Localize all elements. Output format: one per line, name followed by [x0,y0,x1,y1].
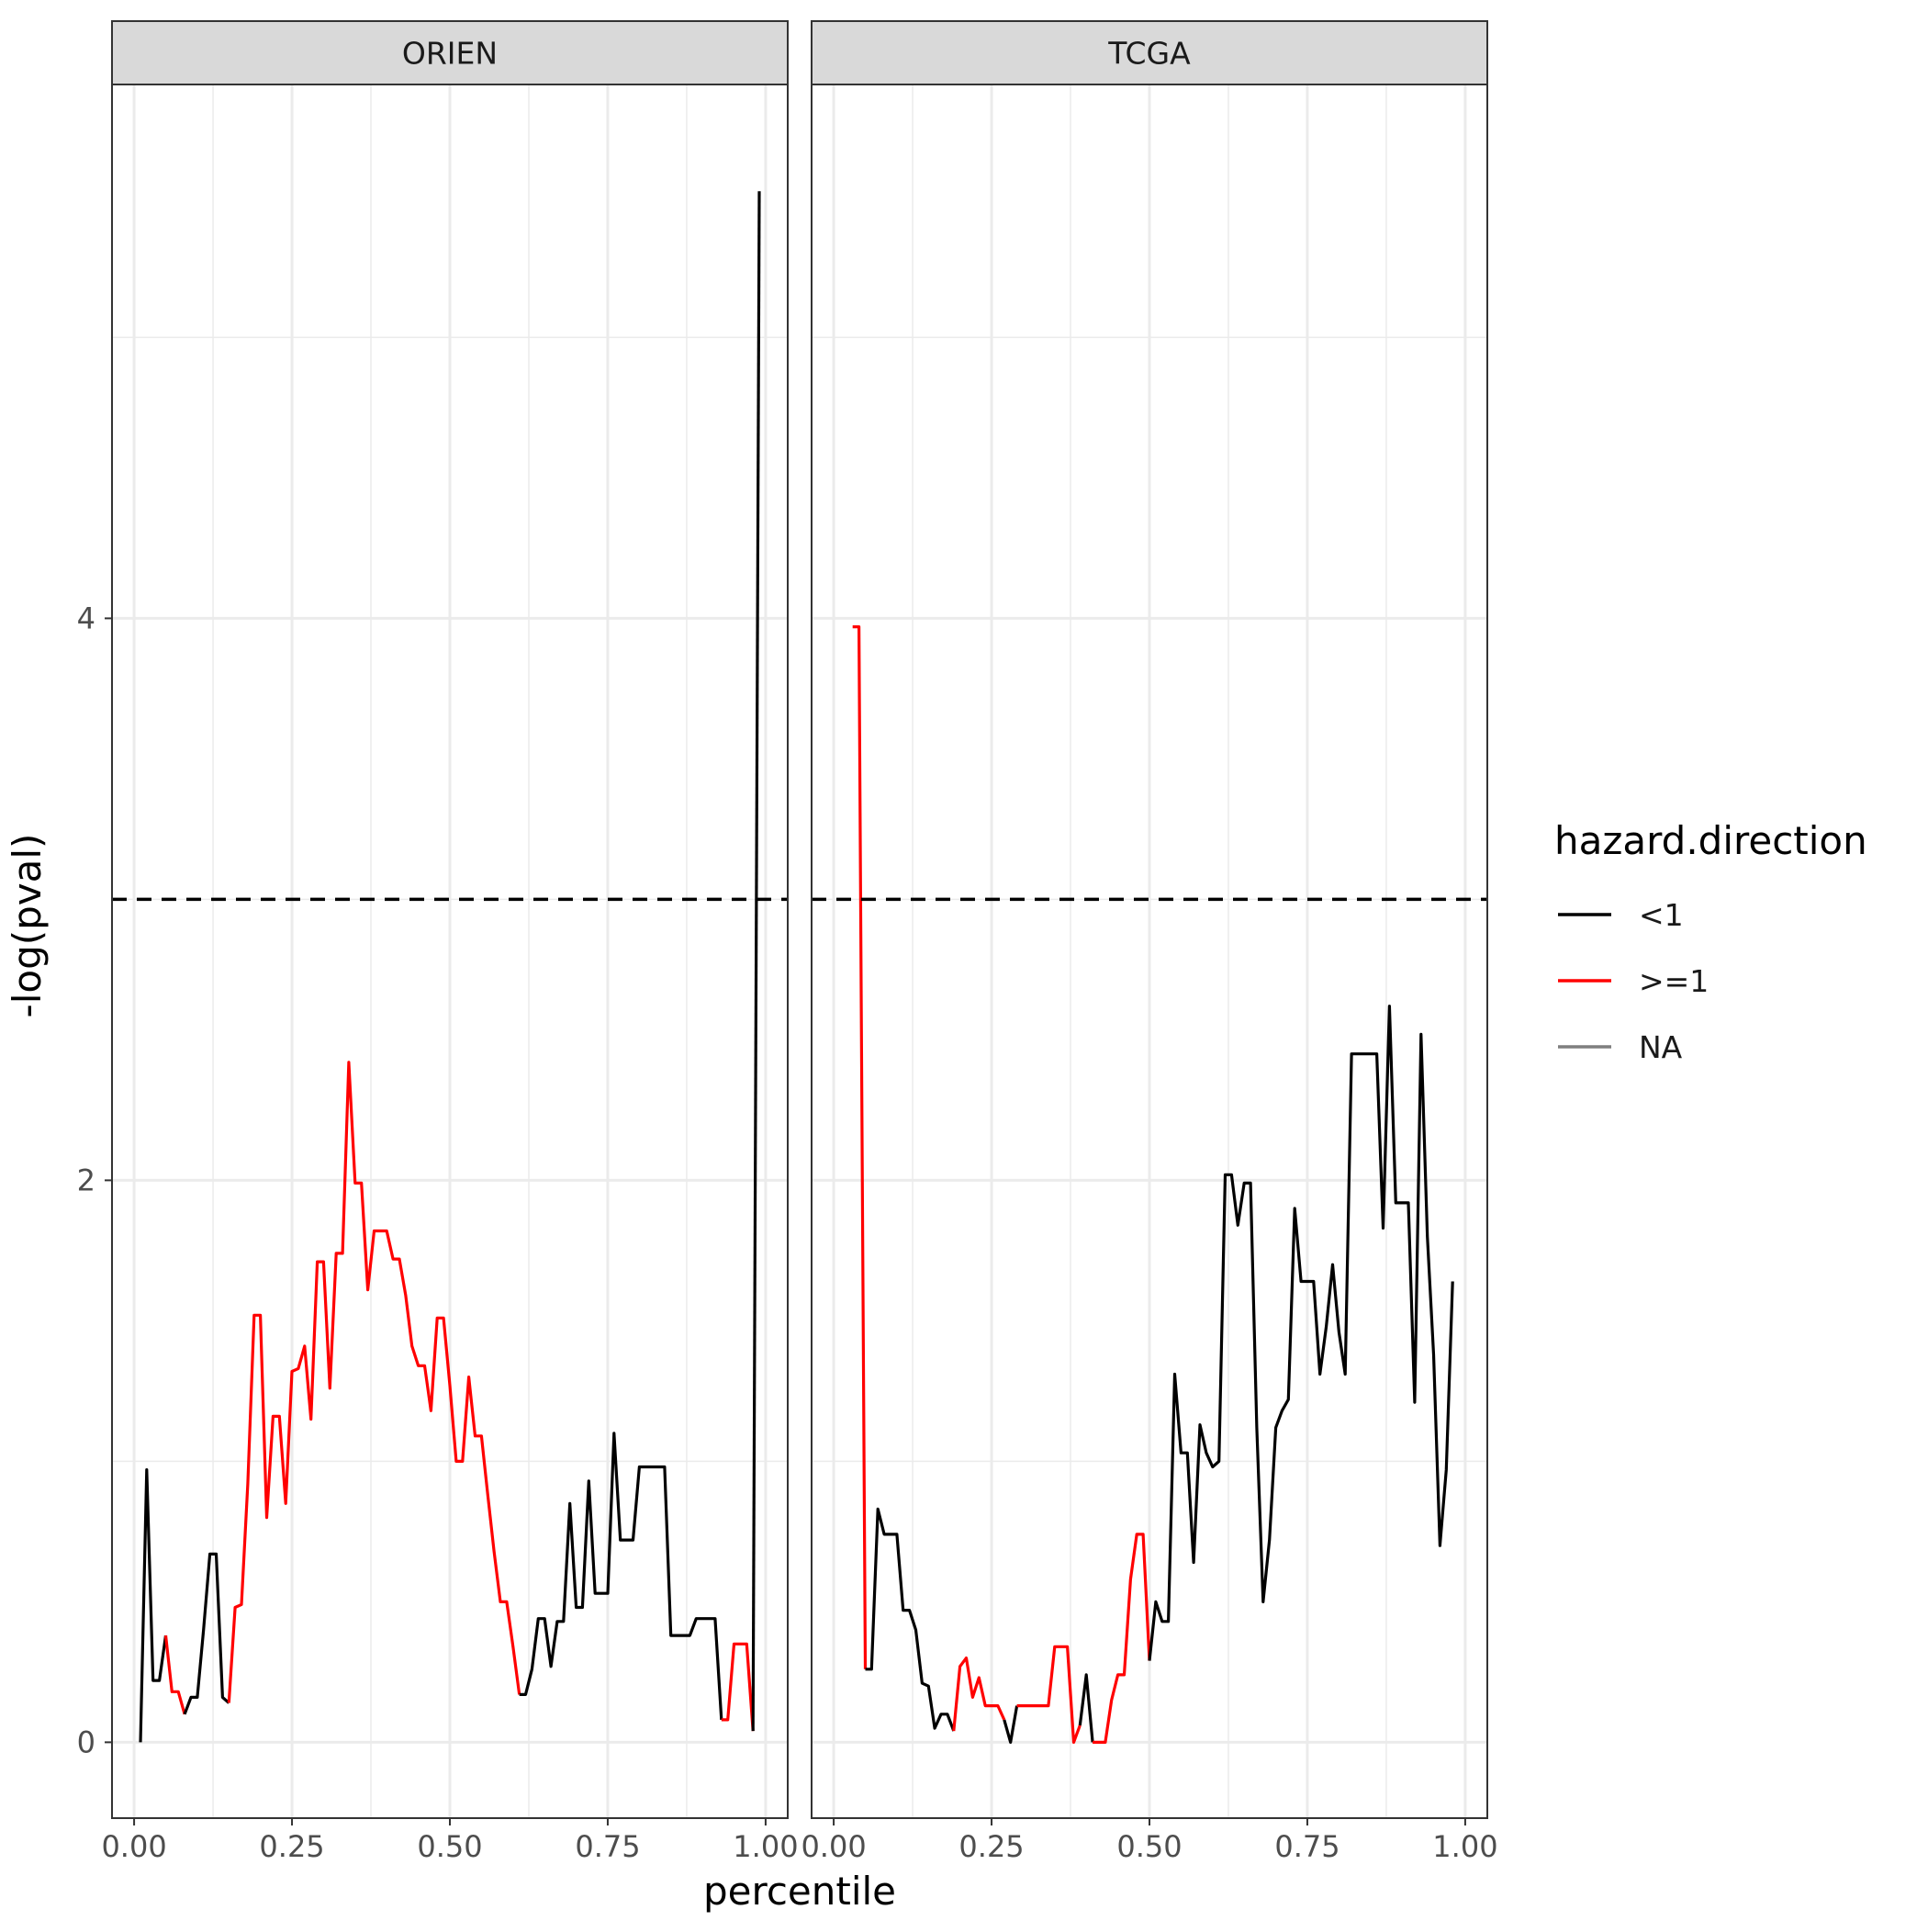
facet-panels: ORIEN 0.00 0.25 0.50 0.75 1.00 0 2 4 TCGA 0.00 0.25… [77,20,1498,1864]
x-tick-label: 0.50 [417,1829,482,1864]
y-tick-label: 4 [77,601,95,635]
x-tick-label: 0.75 [1274,1829,1340,1864]
facet-strip [811,20,1488,85]
panel-tcga: TCGA 0.00 0.25 0.50 0.75 1.00 [801,20,1498,1864]
x-axis-title: percentile [703,1869,896,1914]
legend: hazard.direction <1 >=1 NA [1554,818,1867,1065]
x-tick-label: 0.00 [801,1829,866,1864]
facet-strip [111,20,789,85]
x-tick-label: 0.25 [958,1829,1024,1864]
y-tick-label: 0 [77,1724,95,1759]
legend-entry-label: NA [1639,1029,1683,1065]
series-line-lt1 [183,1552,230,1715]
series-line-lt1 [1148,1005,1454,1661]
series-line-lt1 [865,1507,956,1732]
series-line-ge1 [852,624,868,1669]
x-tick-label: 0.00 [101,1829,166,1864]
facet-strip-label: ORIEN [402,36,498,72]
series-line-lt1 [1003,1705,1019,1745]
x-tick-label: 0.25 [259,1829,324,1864]
series-line-ge1 [1093,1533,1151,1745]
facet-strip-label: TCGA [1107,36,1191,72]
x-tick-label: 0.75 [575,1829,640,1864]
x-tick-label: 1.00 [733,1829,798,1864]
panel-orien: ORIEN 0.00 0.25 0.50 0.75 1.00 0 2 4 [77,20,799,1864]
legend-entry-label: >=1 [1639,963,1709,999]
series-line-ge1 [721,1642,755,1732]
x-tick-label: 0.50 [1116,1829,1182,1864]
series-line-ge1 [163,1634,186,1715]
series-line-lt1 [519,1432,723,1721]
x-tick-label: 1.00 [1432,1829,1497,1864]
series-line-ge1 [952,1656,1006,1732]
series-line-lt1 [1078,1673,1094,1743]
y-tick-label: 2 [77,1163,95,1197]
legend-title: hazard.direction [1554,818,1867,863]
series-line-ge1 [227,1061,521,1703]
series-line-lt1 [139,1467,168,1743]
legend-entry-label: <1 [1639,897,1684,933]
series-line-ge1 [1016,1645,1082,1745]
series-line-lt1 [751,191,761,1732]
y-axis-title: -log(pval) [5,834,50,1018]
